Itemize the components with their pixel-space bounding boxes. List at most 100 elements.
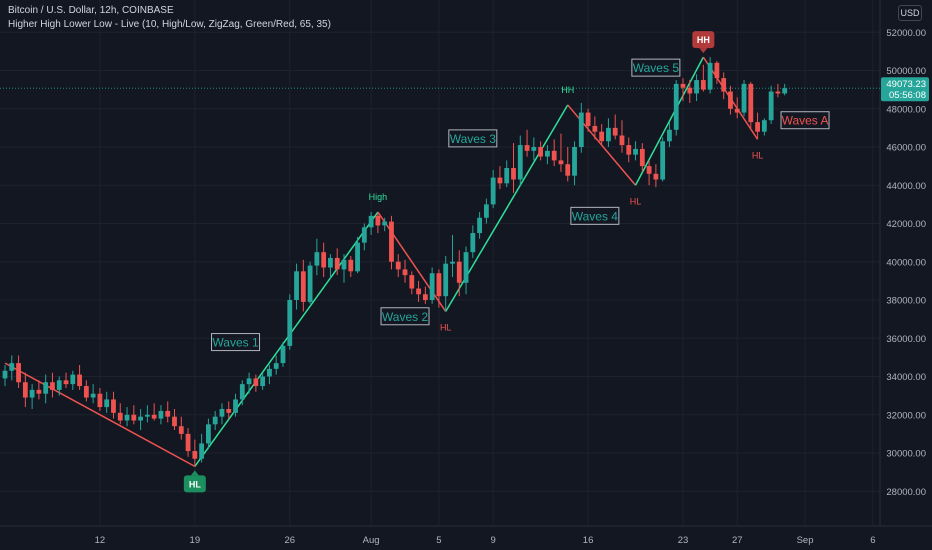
y-tick-label: 50000.00 [886,66,926,77]
candle-body-down [497,177,503,184]
pivot-label: High [369,192,388,202]
candle-body-down [375,215,381,226]
y-tick-label: 32000.00 [886,410,926,421]
candle-body-up [490,177,496,205]
candle-body-down [36,389,42,394]
candle-body-up [429,273,435,300]
wave-label-box [780,111,830,130]
candle-body-up [29,389,35,398]
candle-body-down [639,148,645,167]
candle-body-down [775,91,781,94]
candle-body-down [192,451,198,459]
candle-body-down [300,271,306,302]
x-tick-label: 16 [583,535,594,546]
x-tick-label: 27 [732,535,743,546]
candle-body-down [63,380,69,385]
candle-body-up [450,261,455,264]
candle-body-down [117,412,123,421]
candle-body-down [748,83,754,123]
x-tick-label: Aug [363,535,380,546]
candle-body-down [253,378,259,387]
candle-body-down [172,416,177,427]
candle-body-down [50,382,55,390]
x-tick-label: 19 [190,535,201,546]
candle-body-up [633,148,638,155]
candle-body-down [700,80,706,90]
candle-body-up [307,265,313,302]
indicator-title: Higher High Lower Low - Live (10, High/L… [8,19,331,30]
candle-body-up [206,424,211,444]
y-tick-label: 44000.00 [886,181,926,192]
candle-body-up [246,378,252,385]
wave-label-text: Waves 2 [382,310,429,324]
candle-body-down [551,150,557,161]
pivot-badge-pointer [190,470,199,476]
candle-body-down [456,261,462,283]
candle-body-down [226,409,232,413]
candle-body-up [782,88,788,94]
pivot-badge: HL [183,470,206,493]
wave-label-box [570,206,620,225]
candle-body-down [334,257,340,270]
pivot-badge-box [183,475,206,493]
x-tick-label: 23 [678,535,689,546]
candle-body-up [56,380,62,390]
candle-body-up [504,168,510,184]
candle-body-down [653,173,659,180]
wave-label: Waves 2 [380,307,430,326]
candle-body-down [409,275,415,289]
wave-label-box [448,129,498,148]
y-tick-label: 48000.00 [886,104,926,115]
pivot-label: HL [440,322,452,332]
y-tick-label: 40000.00 [886,257,926,268]
candle-body-up [314,252,320,266]
candle-body-down [626,145,632,155]
currency-button[interactable]: USD [898,5,922,21]
candle-body-up [43,382,49,394]
candle-body-down [680,83,686,88]
candle-body-down [165,410,171,417]
pivot-label: HH [697,35,710,45]
candle-body-down [619,135,625,146]
y-tick-label: 38000.00 [886,296,926,307]
candle-body-down [511,168,516,180]
last-price-value: 49073.23 [886,79,926,90]
candle-body-up [470,233,476,253]
candle-body-up [212,416,218,425]
candle-body-up [341,259,347,270]
candle-body-up [463,252,469,283]
candle-body-up [768,91,774,121]
zigzag-down-segment [4,362,196,468]
y-tick-label: 52000.00 [886,28,926,39]
wave-label-text: Waves 3 [450,132,497,146]
candle-body-down [592,125,598,132]
candle-body-down [585,112,591,126]
bar-countdown: 05:56:08 [889,90,926,101]
zigzag-up-segment [194,211,379,467]
candle-body-up [741,83,747,113]
candle-body-down [422,294,428,300]
pivot-label: HL [630,196,642,206]
candle-body-up [660,141,666,180]
candle-body-down [97,393,103,408]
y-tick-label: 28000.00 [886,487,926,498]
candle-body-up [158,410,164,419]
candle-body-up [694,80,699,94]
wave-label-box [631,58,681,77]
symbol-title: Bitcoin / U.S. Dollar, 12h, COINBASE [8,5,174,16]
candle-body-down [734,108,740,113]
candle-body-down [185,433,191,452]
candle-body-up [483,204,489,218]
candle-body-down [321,252,327,268]
candle-body-up [578,112,584,147]
candle-body-down [416,288,421,295]
wave-label-box [211,333,261,352]
candle-body-up [572,147,577,176]
candle-body-down [436,273,442,297]
pivot-label: HL [189,479,201,489]
candle-body-up [138,416,143,421]
candle-body-up [477,217,482,234]
y-tick-label: 36000.00 [886,334,926,345]
